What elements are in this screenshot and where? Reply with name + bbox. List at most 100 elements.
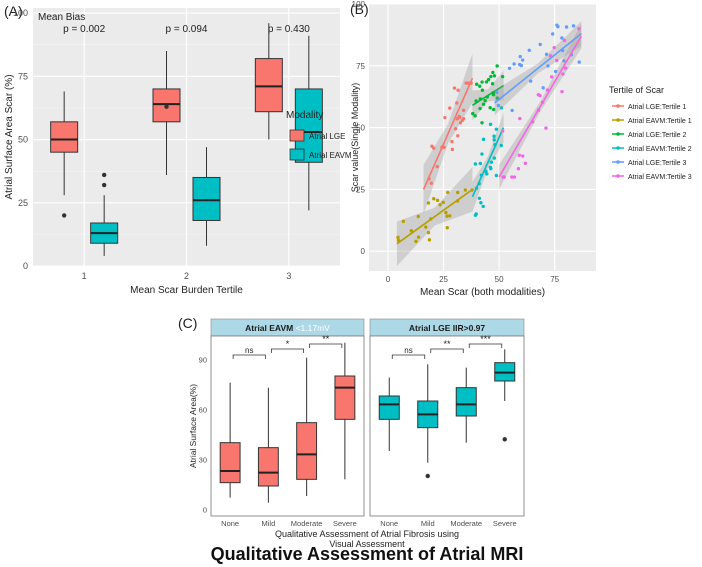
facet-title: Atrial LGE IIR>0.97 [409,323,486,333]
box-moderate [455,367,477,443]
outlier-point [164,104,169,109]
scatter-point [538,42,542,47]
legend-marker [616,174,620,178]
scatter-point [480,121,484,125]
scatter-point [510,175,514,179]
y-tick-label: 25 [18,198,28,208]
facet-eavm: Atrial EAVM <1.17mV None Mild Moderate Sever… [210,318,365,528]
scatter-point [481,102,486,106]
scatter-point [455,190,460,195]
y-tick-label: 90 [199,355,207,364]
scatter-point [556,24,560,29]
series-atrial-eavm-tertile-1 [396,167,474,267]
scatter-point [545,88,550,92]
scatter-point [517,153,521,157]
y-tick-label: 50 [18,135,28,145]
legend-title: Tertile of Scar [609,85,664,95]
significance-bracket [430,348,464,353]
regression-line [396,188,473,245]
scatter-point [494,127,499,131]
scatter-point [550,32,555,36]
legend-marker [616,118,620,122]
scatter-point [445,226,449,230]
legend-label: Atrial LGE:Tertile 3 [628,160,686,167]
y-tick-label: 100 [352,0,366,9]
panel-c-label: (C) [178,315,197,331]
scatter-point [512,175,517,179]
significance-bracket [309,343,343,348]
scatter-point [463,188,468,192]
box-none [219,382,241,498]
scatter-point [552,45,556,50]
legend-label: Atrial EAVM:Tertile 2 [628,146,692,153]
scatter-point [512,62,516,66]
outlier-point [425,473,430,479]
legend-swatch [289,129,305,142]
scatter-point [492,134,496,138]
figure-title: Qualitative Assessment of Atrial MRI [211,544,524,564]
scatter-point [500,74,505,79]
scatter-point [495,64,499,68]
y-axis-title: Atrial Surface Area Scar (%) [4,74,15,199]
scatter-point [424,225,428,229]
x-tick-label: None [380,519,398,528]
scatter-point [489,74,493,79]
significance-label: ** [443,339,451,349]
scatter-point [528,79,533,83]
significance-label: *** [480,334,491,344]
x-tick-label: Moderate [291,519,323,528]
scatter-point [480,88,485,92]
significance-label: * [286,339,290,349]
scatter-point [517,62,522,67]
panel-a-label: (A) [4,3,23,19]
outlier-point [502,437,507,442]
x-axis-title: Mean Scar Burden Tertile [130,285,243,296]
scatter-point [491,93,496,97]
scatter-point [473,114,477,118]
scatter-point [450,139,454,144]
scatter-point [491,107,496,112]
scatter-point [507,66,512,70]
y-axis-title: Scar value(Single Modality) [350,83,360,193]
plot-background [369,4,596,271]
y-tick-label: 0 [203,505,207,514]
legend-label: Atrial EAVM:Tertile 1 [628,118,692,125]
box-body [257,447,279,487]
significance-label: ** [322,334,330,344]
scatter-point [520,58,525,62]
scatter-point [501,129,505,133]
scatter-point [527,48,531,52]
series-atrial-lge-tertile-2 [471,64,505,125]
box-mild [417,364,439,479]
scatter-point [518,116,522,121]
y-tick-label: 75 [18,71,28,81]
scatter-point [452,86,457,90]
box-atrial-lge-3 [254,23,283,140]
scatter-point [560,36,564,40]
scatter-point [481,204,485,209]
scatter-point [495,96,500,100]
scatter-point [450,147,455,152]
scatter-point [499,106,504,110]
x-tick-label: Severe [493,519,517,528]
box-atrial-eavm-2 [192,147,221,246]
x-tick-label: 50 [495,275,504,284]
y-tick-label: 50 [356,124,365,133]
legend-label: Atrial EAVM:Tertile 3 [628,174,692,181]
significance-label: ns [245,346,253,355]
y-axis-title: Atrial Surface Area(%) [188,384,198,468]
p-value-label: p = 0.002 [63,24,105,35]
scatter-point [429,181,433,185]
x-tick-label: Moderate [450,519,482,528]
scatter-point [446,190,450,195]
scatter-point [444,210,448,215]
scatter-point [544,52,549,56]
scatter-point [432,146,436,150]
p-value-label: p = 0.430 [268,24,310,35]
y-tick-label: 60 [199,405,207,414]
scatter-point [448,214,452,218]
annotation-title: Mean Bias [38,12,85,23]
scatter-point [471,111,475,116]
scatter-point [546,64,550,68]
